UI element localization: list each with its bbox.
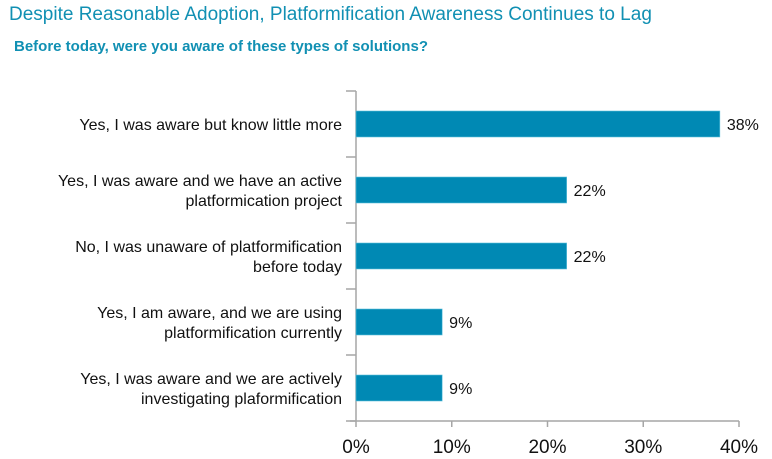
category-label-line: investigating plaformification	[141, 391, 342, 408]
x-tick-label: 20%	[528, 437, 566, 458]
category-label: Yes, I was aware and we have an active pl…	[58, 173, 343, 210]
category-label: Yes, I was aware and we are actively inve…	[80, 371, 342, 408]
category-label-line: before today	[253, 259, 342, 276]
chart-title: Despite Reasonable Adoption, Platformifi…	[9, 4, 652, 25]
x-tick-label: 30%	[624, 437, 662, 458]
bar	[355, 308, 443, 336]
category-label-line: Yes, I was aware and we have an active	[58, 173, 342, 190]
category-label-line: Yes, I was aware and we are actively	[80, 371, 342, 388]
category-label-line: No, I was unaware of platformification	[75, 239, 342, 256]
bar	[355, 242, 567, 270]
x-tick-label: 40%	[720, 437, 758, 458]
chart-subtitle: Before today, were you aware of these ty…	[14, 38, 428, 55]
category-label-line: Yes, I am aware, and we are using	[97, 305, 342, 322]
category-label-line: Yes, I was aware but know little more	[79, 117, 342, 134]
category-label-line: platformication project	[185, 193, 342, 210]
x-tick-label: 0%	[342, 437, 370, 458]
category-label-line: platformification currently	[164, 325, 342, 342]
data-label: 9%	[449, 315, 472, 332]
data-label: 22%	[574, 249, 606, 266]
category-label: Yes, I am aware, and we are using platfor…	[97, 305, 342, 342]
x-tick-label: 10%	[433, 437, 471, 458]
bar	[355, 374, 443, 402]
category-label: No, I was unaware of platformification be…	[75, 239, 342, 276]
data-label: 22%	[574, 183, 606, 200]
bar	[355, 110, 721, 138]
bar	[355, 176, 567, 204]
category-label: Yes, I was aware but know little more	[79, 117, 342, 134]
data-label: 9%	[449, 381, 472, 398]
data-label: 38%	[727, 117, 759, 134]
